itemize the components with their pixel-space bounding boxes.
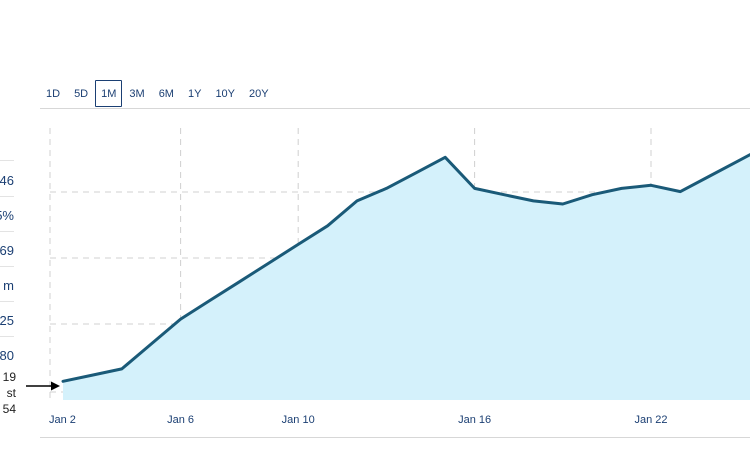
series-line: [61, 153, 750, 383]
stat-value: 46: [0, 173, 14, 188]
left-stats-panel: 46 5% 69 m 25 80 19 st 54: [0, 0, 20, 466]
header-divider: [40, 108, 750, 109]
range-tab-6m[interactable]: 6M: [152, 81, 181, 105]
stat-value: 5%: [0, 208, 14, 223]
range-tab-1m[interactable]: 1M: [95, 79, 123, 107]
marker-value: 54: [2, 402, 16, 416]
bottom-divider: [40, 437, 750, 438]
stat-value: m: [3, 278, 14, 293]
stat-divider: [0, 301, 14, 302]
stat-divider: [0, 266, 14, 267]
marker-value: 19: [2, 370, 16, 384]
x-axis: Jan 2 Jan 6 Jan 10 Jan 16 Jan 22: [49, 414, 668, 426]
stat-value: 69: [0, 243, 14, 258]
x-tick-label: Jan 16: [458, 414, 491, 426]
current-price-arrow: [26, 381, 60, 391]
stat-divider: [0, 336, 14, 337]
range-tab-20y[interactable]: 20Y: [242, 81, 276, 105]
x-tick-label: Jan 2: [49, 414, 76, 426]
stat-value: 80: [0, 348, 14, 363]
range-tab-1d[interactable]: 1D: [39, 81, 67, 105]
stat-divider: [0, 160, 14, 161]
range-tab-10y[interactable]: 10Y: [208, 81, 242, 105]
range-tab-5d[interactable]: 5D: [67, 81, 95, 105]
x-tick-label: Jan 22: [634, 414, 667, 426]
marker-label: st: [6, 386, 16, 400]
x-tick-label: Jan 6: [167, 414, 194, 426]
stat-value: 25: [0, 313, 14, 328]
stat-divider: [0, 231, 14, 232]
stat-divider: [0, 196, 14, 197]
range-tab-1y[interactable]: 1Y: [181, 81, 208, 105]
x-tick-label: Jan 10: [282, 414, 315, 426]
range-tab-3m[interactable]: 3M: [122, 81, 151, 105]
range-selector: 1D 5D 1M 3M 6M 1Y 10Y 20Y: [39, 79, 276, 107]
area-fill: [63, 154, 750, 400]
